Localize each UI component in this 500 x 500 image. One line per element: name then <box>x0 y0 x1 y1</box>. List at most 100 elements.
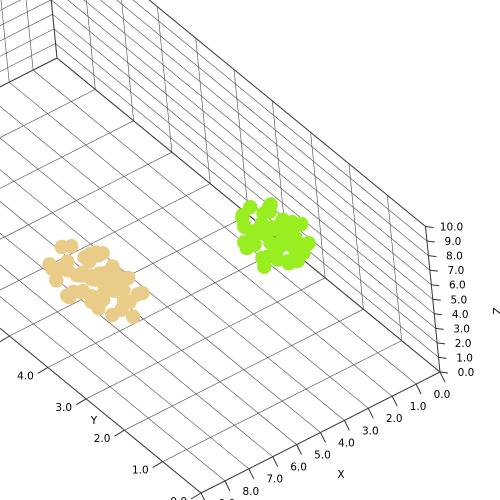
point-layer <box>42 197 316 324</box>
x-tick-mark <box>367 408 374 419</box>
floor-grid-line <box>47 246 287 368</box>
x-tick-label: 2.0 <box>386 413 403 425</box>
back-wall-grid-line <box>0 0 47 77</box>
side-wall-grid-line <box>86 0 96 90</box>
side-wall-grid-line <box>121 0 134 121</box>
side-wall-grid-line <box>132 0 428 242</box>
back-wall-grid-line <box>0 28 55 57</box>
z-tick-label: 2.0 <box>455 338 472 350</box>
cluster-green-point <box>256 218 271 233</box>
x-tick-label: 8.0 <box>242 486 259 498</box>
z-axis-label: Z <box>490 307 500 314</box>
y-tick-mark <box>190 492 202 500</box>
z-tick-mark <box>431 284 440 287</box>
floor-grid-line <box>0 89 96 138</box>
z-tick-mark <box>426 240 435 243</box>
floor-grid-line <box>0 105 369 409</box>
cluster-tan-point <box>105 307 120 323</box>
cluster-tan-point <box>116 294 132 309</box>
z-tick-mark <box>428 255 437 258</box>
x-tick-label: 0.0 <box>434 389 451 401</box>
floor-grid-line <box>0 183 211 291</box>
cluster-green-point <box>235 208 250 223</box>
cluster-tan-point <box>74 265 90 281</box>
x-tick-label: 1.0 <box>410 401 427 413</box>
y-tick-mark <box>152 461 163 469</box>
tick-layer: 0.0 1.0 2.0 3.0 4.0 5.0 6.0 7.0 8.0 9.0 10.0 0.0 1.0… <box>0 222 475 500</box>
cluster-tan-point <box>121 270 136 286</box>
x-tick-mark <box>343 420 350 431</box>
axis-frame-edge <box>50 0 58 59</box>
x-tick-label: 9.0 <box>219 498 236 500</box>
cluster-tan-point <box>54 239 70 255</box>
x-tick-label: 4.0 <box>338 437 355 449</box>
cluster-tan-point <box>59 263 75 278</box>
side-wall-grid-line <box>67 0 433 300</box>
cluster-tan-point <box>91 300 106 316</box>
z-tick-mark <box>437 342 446 345</box>
side-wall-grid-line <box>99 0 431 271</box>
z-tick-label: 10.0 <box>440 222 463 234</box>
cluster-tan-point <box>49 273 64 288</box>
back-wall-grid-line <box>0 0 52 27</box>
cluster-green-point <box>261 200 277 215</box>
axis-frame-edge <box>148 0 426 227</box>
z-tick-mark <box>435 327 444 330</box>
x-tick-mark <box>248 468 255 480</box>
y-tick-mark <box>75 398 87 406</box>
y-tick-mark <box>37 366 49 374</box>
cluster-green-point <box>237 219 252 234</box>
back-wall-grid-line <box>0 0 22 11</box>
z-tick-label: 7.0 <box>448 265 465 277</box>
cluster-green-point <box>281 255 296 271</box>
z-tick-mark <box>432 298 441 301</box>
z-tick-label: 0.0 <box>458 367 475 379</box>
cluster-green-point <box>255 250 270 266</box>
back-wall-grid-line <box>0 43 56 72</box>
cluster-green-point <box>270 252 285 267</box>
z-tick-label: 1.0 <box>456 352 473 364</box>
cluster-tan-point <box>83 246 98 261</box>
floor-grid-line <box>0 151 173 240</box>
x-tick-label: 7.0 <box>266 474 283 486</box>
cluster-tan-point <box>125 309 141 324</box>
z-tick-label: 8.0 <box>446 251 463 263</box>
y-tick-label: 4.0 <box>17 370 34 382</box>
y-tick-mark <box>114 429 125 437</box>
cluster-tan-point <box>87 272 103 287</box>
y-axis-label: Y <box>90 415 98 427</box>
side-wall-grid-line <box>51 0 435 315</box>
floor-grid-line <box>0 169 321 433</box>
z-tick-label: 5.0 <box>450 294 467 306</box>
z-tick-mark <box>425 226 434 228</box>
z-tick-label: 9.0 <box>445 236 462 248</box>
floor-grid-line <box>85 277 326 400</box>
z-tick-mark <box>434 313 443 316</box>
grid-layer <box>0 0 441 494</box>
cluster-tan-point <box>109 267 124 282</box>
cluster-tan-point <box>42 257 57 272</box>
cluster-green-point <box>275 214 290 229</box>
cluster-tan-point <box>66 284 81 300</box>
x-tick-label: 3.0 <box>362 425 379 437</box>
x-tick-mark <box>320 432 326 443</box>
side-wall-grid-line <box>55 43 439 358</box>
floor-grid-line <box>0 120 134 189</box>
cluster-green-point <box>272 239 287 255</box>
floor-grid-line <box>162 340 402 462</box>
x-tick-label: 6.0 <box>290 462 307 474</box>
axis-frame-edge <box>425 226 441 373</box>
z-tick-mark <box>439 371 449 374</box>
x-tick-mark <box>296 444 303 455</box>
x-tick-mark <box>415 383 422 395</box>
side-wall-grid-line <box>83 0 432 285</box>
cluster-green-point <box>237 235 252 250</box>
y-tick-label: 1.0 <box>132 465 149 477</box>
side-wall-grid-line <box>116 0 429 256</box>
cluster-green-point <box>274 227 290 242</box>
back-wall-grid-line <box>0 0 10 83</box>
z-tick-mark <box>438 356 447 359</box>
cluster-green-point <box>288 243 303 259</box>
floor-grid-line <box>124 308 364 431</box>
